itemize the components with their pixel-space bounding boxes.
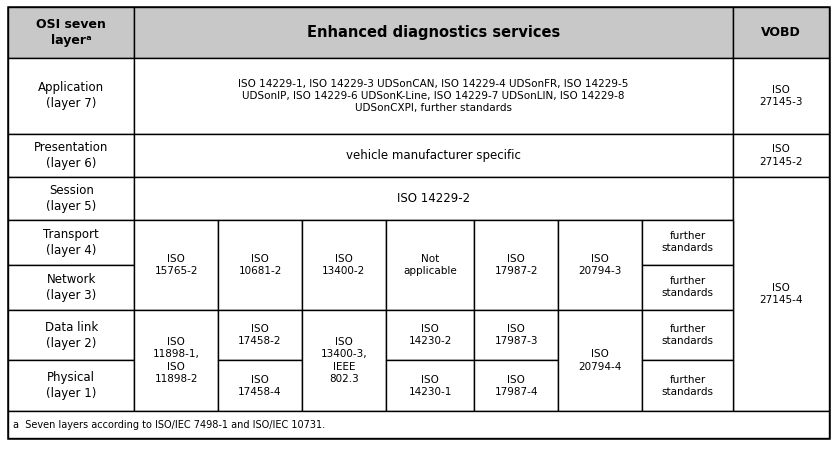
Bar [134, 134, 732, 177]
Text: ISO 14229-1, ISO 14229-3 UDSonCAN, ISO 14229-4 UDSonFR, ISO 14229-5
UDSonIP, ISO: ISO 14229-1, ISO 14229-3 UDSonCAN, ISO 1… [238, 79, 628, 113]
Text: ISO
13400-2: ISO 13400-2 [322, 254, 365, 276]
Text: ISO
14230-2: ISO 14230-2 [408, 324, 451, 346]
Text: Presentation
(layer 6): Presentation (layer 6) [34, 141, 109, 170]
Bar [732, 58, 828, 134]
Bar [641, 220, 732, 265]
Bar [8, 310, 134, 360]
Bar [732, 134, 828, 177]
Bar [8, 134, 134, 177]
Text: ISO
11898-1,
ISO
11898-2: ISO 11898-1, ISO 11898-2 [152, 337, 199, 384]
Text: VOBD: VOBD [760, 26, 799, 39]
Text: Not
applicable: Not applicable [403, 254, 456, 276]
Text: ISO
13400-3,
IEEE
802.3: ISO 13400-3, IEEE 802.3 [320, 337, 367, 384]
Bar [218, 310, 302, 360]
Text: Physical
(layer 1): Physical (layer 1) [46, 371, 96, 400]
Bar [385, 220, 474, 310]
Bar [8, 265, 134, 310]
Text: Network
(layer 3): Network (layer 3) [46, 273, 96, 301]
Text: OSI seven
layerᵃ: OSI seven layerᵃ [36, 18, 106, 47]
Text: ISO
17987-2: ISO 17987-2 [494, 254, 538, 276]
Text: Enhanced diagnostics services: Enhanced diagnostics services [307, 25, 559, 40]
Bar [218, 360, 302, 411]
Bar [302, 310, 385, 411]
Bar [641, 360, 732, 411]
Bar [641, 310, 732, 360]
Text: ISO
27145-3: ISO 27145-3 [758, 85, 802, 107]
Text: ISO
10681-2: ISO 10681-2 [238, 254, 282, 276]
Bar [8, 360, 134, 411]
Text: ISO
17458-4: ISO 17458-4 [238, 374, 282, 397]
Text: ISO
20794-4: ISO 20794-4 [578, 349, 621, 372]
Bar [558, 220, 641, 310]
Bar [134, 310, 218, 411]
Bar [134, 177, 732, 220]
Bar [732, 177, 828, 411]
Bar [302, 220, 385, 310]
Bar [8, 177, 134, 220]
Bar [474, 310, 558, 360]
Text: Data link
(layer 2): Data link (layer 2) [44, 320, 98, 349]
Text: vehicle manufacturer specific: vehicle manufacturer specific [345, 149, 520, 162]
Text: ISO
15765-2: ISO 15765-2 [154, 254, 197, 276]
Bar [474, 360, 558, 411]
Bar [385, 310, 474, 360]
Text: further
standards: further standards [660, 276, 712, 299]
Bar [8, 58, 134, 134]
Bar [134, 58, 732, 134]
Text: further
standards: further standards [660, 231, 712, 254]
Bar [8, 7, 134, 58]
Text: ISO
17458-2: ISO 17458-2 [238, 324, 282, 346]
Text: ISO
27145-4: ISO 27145-4 [758, 283, 802, 305]
Text: ISO
14230-1: ISO 14230-1 [408, 374, 451, 397]
Text: further
standards: further standards [660, 324, 712, 346]
Text: Application
(layer 7): Application (layer 7) [38, 82, 104, 110]
Text: Session
(layer 5): Session (layer 5) [46, 184, 96, 213]
Bar [218, 220, 302, 310]
Text: ISO
27145-2: ISO 27145-2 [758, 144, 802, 167]
Bar [8, 411, 828, 438]
Text: ISO
17987-3: ISO 17987-3 [494, 324, 538, 346]
Text: Transport
(layer 4): Transport (layer 4) [43, 228, 99, 257]
Bar [134, 7, 732, 58]
Text: ISO
20794-3: ISO 20794-3 [578, 254, 621, 276]
Text: further
standards: further standards [660, 374, 712, 397]
Text: ISO 14229-2: ISO 14229-2 [396, 192, 470, 205]
Bar [8, 220, 134, 265]
Bar [385, 360, 474, 411]
Text: a  Seven layers according to ISO/IEC 7498-1 and ISO/IEC 10731.: a Seven layers according to ISO/IEC 7498… [13, 420, 324, 430]
Bar [641, 265, 732, 310]
Bar [134, 220, 218, 310]
Bar [558, 310, 641, 411]
Bar [474, 220, 558, 310]
Text: ISO
17987-4: ISO 17987-4 [494, 374, 538, 397]
Bar [732, 7, 828, 58]
